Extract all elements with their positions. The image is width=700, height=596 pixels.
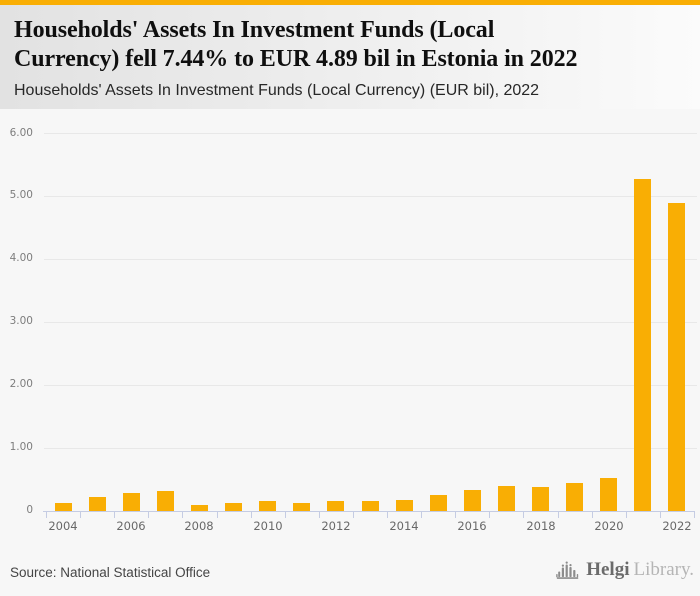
page-title: Households' Assets In Investment Funds (…: [14, 16, 684, 74]
x-axis-tick: [421, 512, 422, 518]
x-axis-tick: [455, 512, 456, 518]
logo-brand-primary: Helgi: [586, 558, 630, 580]
x-axis-tick: [387, 512, 388, 518]
x-axis-tick: [114, 512, 115, 518]
x-tick-label: 2018: [526, 519, 556, 533]
x-axis-tick: [182, 512, 183, 518]
bar-2004: [55, 503, 72, 511]
bar-2009: [225, 503, 242, 511]
bar-2014: [396, 500, 413, 511]
helgi-library-logo[interactable]: Helgi Library.: [555, 556, 694, 583]
y-tick-label: 1.00: [9, 441, 33, 454]
x-axis-tick: [80, 512, 81, 518]
x-axis-tick: [285, 512, 286, 518]
x-axis-line: [43, 511, 695, 512]
page-title-line-2: Currency) fell 7.44% to EUR 4.89 bil in …: [14, 46, 578, 72]
x-axis-tick: [353, 512, 354, 518]
bar-2015: [430, 495, 447, 511]
bar-2017: [498, 486, 515, 511]
x-tick-label: 2022: [662, 519, 692, 533]
x-axis-tick: [251, 512, 252, 518]
x-axis-tick: [319, 512, 320, 518]
brand-accent-bar: [0, 0, 700, 5]
chart-header: Households' Assets In Investment Funds (…: [0, 5, 700, 109]
bar-2006: [123, 493, 140, 511]
y-tick-label: 4.00: [9, 252, 33, 265]
x-axis-tick: [592, 512, 593, 518]
y-tick-label: 6.00: [9, 126, 33, 139]
x-tick-label: 2008: [184, 519, 214, 533]
x-axis-tick: [217, 512, 218, 518]
bar-2021: [634, 179, 651, 511]
x-axis-tick: [694, 512, 695, 518]
x-tick-label: 2014: [389, 519, 419, 533]
bar-2019: [566, 483, 583, 511]
logo-brand-secondary: Library.: [633, 558, 695, 580]
bar-2012: [327, 501, 344, 511]
y-tick-label: 3.00: [9, 315, 33, 328]
x-tick-label: 2020: [594, 519, 624, 533]
x-axis-tick: [523, 512, 524, 518]
x-axis-tick: [626, 512, 627, 518]
bar-2010: [259, 501, 276, 511]
x-axis-tick: [489, 512, 490, 518]
bar-2011: [293, 503, 310, 511]
bar-2013: [362, 501, 379, 511]
x-tick-label: 2006: [116, 519, 146, 533]
page-title-line-1: Households' Assets In Investment Funds (…: [14, 17, 495, 43]
gridline-3.00: [44, 322, 697, 323]
bar-2007: [157, 491, 174, 511]
y-tick-label: 2.00: [9, 378, 33, 391]
x-tick-label: 2016: [457, 519, 487, 533]
gridline-4.00: [44, 259, 697, 260]
gridline-1.00: [44, 448, 697, 449]
y-tick-label: 5.00: [9, 189, 33, 202]
x-tick-label: 2004: [48, 519, 78, 533]
x-axis-tick: [148, 512, 149, 518]
x-axis-tick: [46, 512, 47, 518]
gridline-6.00: [44, 133, 697, 134]
bar-2022: [668, 203, 685, 511]
bar-2020: [600, 478, 617, 511]
bar-2018: [532, 487, 549, 511]
x-axis-tick: [558, 512, 559, 518]
bar-2005: [89, 497, 106, 511]
x-tick-label: 2010: [253, 519, 283, 533]
source-note: Source: National Statistical Office: [10, 565, 211, 580]
gridline-5.00: [44, 196, 697, 197]
gridline-2.00: [44, 385, 697, 386]
bar-2016: [464, 490, 481, 511]
bar-2008: [191, 505, 208, 511]
helgi-logo-icon: [556, 561, 579, 579]
chart-subtitle: Households' Assets In Investment Funds (…: [14, 82, 540, 99]
x-axis-tick: [660, 512, 661, 518]
x-tick-label: 2012: [321, 519, 351, 533]
y-tick-label: 0: [26, 504, 33, 516]
